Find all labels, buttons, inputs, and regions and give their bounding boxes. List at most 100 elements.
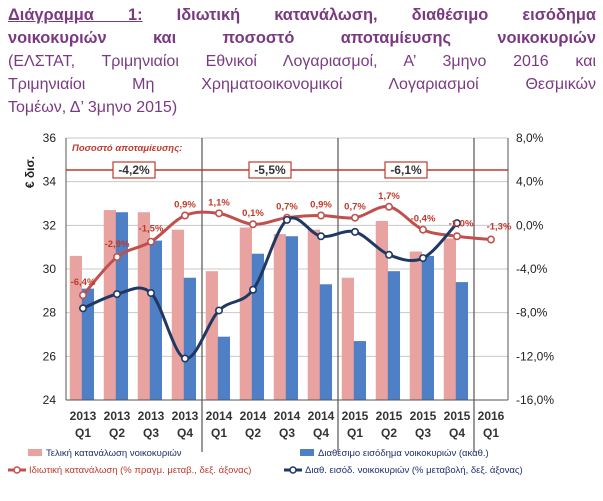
x-tick-year: 2015 — [444, 409, 471, 423]
caption-line-1: Διάγραμμα 1: Ιδιωτική κατανάλωση, διαθέσ… — [8, 4, 596, 27]
consumption-change-label: -1,5% — [139, 224, 164, 235]
y2-tick-label: -8,0% — [516, 306, 548, 320]
consumption-change-point — [452, 232, 461, 241]
y2-tick-label: 0,0% — [516, 218, 544, 232]
consumption-change-point — [249, 220, 258, 229]
x-tick-quarter: Q1 — [211, 426, 227, 440]
consumption-bar — [171, 229, 184, 400]
consumption-change-label: -2,9% — [105, 239, 130, 250]
savings-label: -5,5% — [254, 163, 286, 177]
legend-consumption-label: Τελική κατανάλωση νοικοκυριών — [46, 448, 182, 459]
income-bar — [217, 336, 231, 400]
consumption-change-label: -1,0% — [449, 218, 474, 229]
income-change-point — [215, 306, 224, 315]
consumption-change-label: 0,1% — [242, 208, 264, 219]
data-labels: -6,4% -2,9% -1,5% 0,9% 1,1% 0,1% 0,7% 0,9% 0,7% 1… — [71, 191, 512, 288]
consumption-bar — [205, 271, 218, 400]
consumption-change-point — [418, 225, 427, 234]
x-tick-year: 2014 — [206, 409, 233, 423]
x-tick-year: 2014 — [274, 409, 301, 423]
x-tick-quarter: Q4 — [313, 426, 329, 440]
source-line-2: Τριμηνιαίοι Μη Χρηματοοικονομικοί Λογαρι… — [8, 76, 596, 93]
y2-tick-label: 4,0% — [516, 175, 544, 189]
income-change-point — [181, 354, 190, 363]
income-change-point — [452, 219, 461, 228]
chart-title-line-2: νοικοκυριών και ποσοστό αποταμίευσης νοι… — [8, 29, 596, 47]
consumption-change-label: 1,1% — [208, 197, 230, 208]
figure-label: Διάγραμμα 1: — [8, 6, 143, 24]
consumption-change-label: -6,4% — [71, 277, 96, 288]
x-tick-quarter: Q4 — [177, 426, 193, 440]
chart-title-line-1: Ιδιωτική κατανάλωση, διαθέσιμο εισόδημα — [176, 6, 596, 24]
income-change-point — [113, 290, 122, 299]
chart: Ποσοστό αποταμίευσης:-4,2% -5,5% -6,1% 242… — [8, 131, 554, 476]
x-tick-quarter: Q1 — [75, 426, 91, 440]
x-tick-quarter: Q4 — [449, 426, 465, 440]
income-bar — [387, 271, 401, 400]
x-tick-year: 2013 — [138, 409, 165, 423]
consumption-bar — [375, 220, 388, 400]
income-change-point — [282, 215, 291, 224]
legend: Τελική κατανάλωση νοικοκυριών Διαθέσιμο ε… — [8, 448, 523, 476]
legend-income-swatch — [300, 449, 314, 456]
x-tick-year: 2014 — [240, 409, 267, 423]
legend-income-change-label: Διαθ. εισόδ. νοικοκυριών (% μεταβολή, δε… — [305, 465, 523, 476]
x-tick-quarter: Q3 — [143, 426, 159, 440]
consumption-bar — [103, 210, 116, 400]
x-tick-quarter: Q2 — [381, 426, 397, 440]
y-tick-label: 34 — [43, 175, 57, 189]
x-tick-year: 2013 — [104, 409, 131, 423]
consumption-bar — [409, 251, 422, 400]
y-tick-label: 32 — [43, 218, 57, 232]
income-change-point — [316, 232, 325, 241]
income-change-point — [79, 304, 88, 313]
y2-tick-label: -4,0% — [516, 262, 548, 276]
bars — [69, 210, 469, 400]
y-tick-label: 36 — [43, 131, 57, 145]
consumption-bar — [273, 234, 286, 400]
income-bar — [285, 236, 299, 400]
income-bar — [319, 284, 333, 400]
x-tick-year: 2015 — [410, 409, 437, 423]
x-tick-quarter: Q3 — [279, 426, 295, 440]
income-bar — [81, 288, 95, 400]
income-bar — [353, 341, 367, 400]
x-tick-quarter: Q1 — [483, 426, 499, 440]
income-change-point — [249, 285, 258, 294]
legend-consumption-change-marker — [13, 466, 21, 474]
axes: 24 26 28 30 32 34 36 -16,0% -12,0% -8,0% -4,0% 0,0%… — [23, 131, 554, 440]
x-tick-quarter: Q2 — [245, 426, 261, 440]
consumption-bar — [137, 212, 150, 400]
consumption-change-point — [113, 252, 122, 261]
x-tick-year: 2015 — [376, 409, 403, 423]
savings-header: Ποσοστό αποταμίευσης: — [72, 143, 182, 154]
consumption-change-point — [316, 211, 325, 220]
consumption-change-label: 0,9% — [174, 200, 196, 211]
figure-caption: Διάγραμμα 1: Ιδιωτική κατανάλωση, διαθέσ… — [8, 4, 596, 119]
consumption-change-point — [79, 291, 88, 300]
consumption-bar — [239, 227, 252, 400]
income-bar — [251, 253, 265, 400]
savings-box — [112, 161, 156, 179]
y-tick-label: 30 — [43, 262, 57, 276]
consumption-change-label: -1,3% — [487, 222, 512, 233]
y2-tick-label: -12,0% — [516, 349, 554, 363]
y-tick-label: 28 — [43, 306, 57, 320]
savings-label: -6,1% — [390, 163, 422, 177]
income-change-point — [384, 250, 393, 259]
legend-consumption-change-label: Ιδιωτική κατανάλωση (% πραγμ. μεταβ., δε… — [29, 465, 251, 476]
consumption-change-point — [486, 235, 495, 244]
source-line-1: (ΕΛΣΤΑΤ, Τριμηνιαίοι Εθνικοί Λογαριασμοί… — [8, 53, 596, 70]
income-bar — [421, 255, 435, 400]
consumption-change-point — [350, 213, 359, 222]
consumption-change-label: 0,7% — [276, 202, 298, 213]
x-tick-quarter: Q1 — [347, 426, 363, 440]
legend-income-change-marker — [289, 466, 297, 474]
consumption-change-point — [384, 202, 393, 211]
y2-tick-label: -16,0% — [516, 393, 554, 407]
savings-box — [384, 161, 428, 179]
income-change-point — [350, 227, 359, 236]
consumption-change-point — [215, 209, 224, 218]
consumption-bar — [341, 277, 354, 400]
consumption-change-label: -0,4% — [411, 214, 436, 225]
